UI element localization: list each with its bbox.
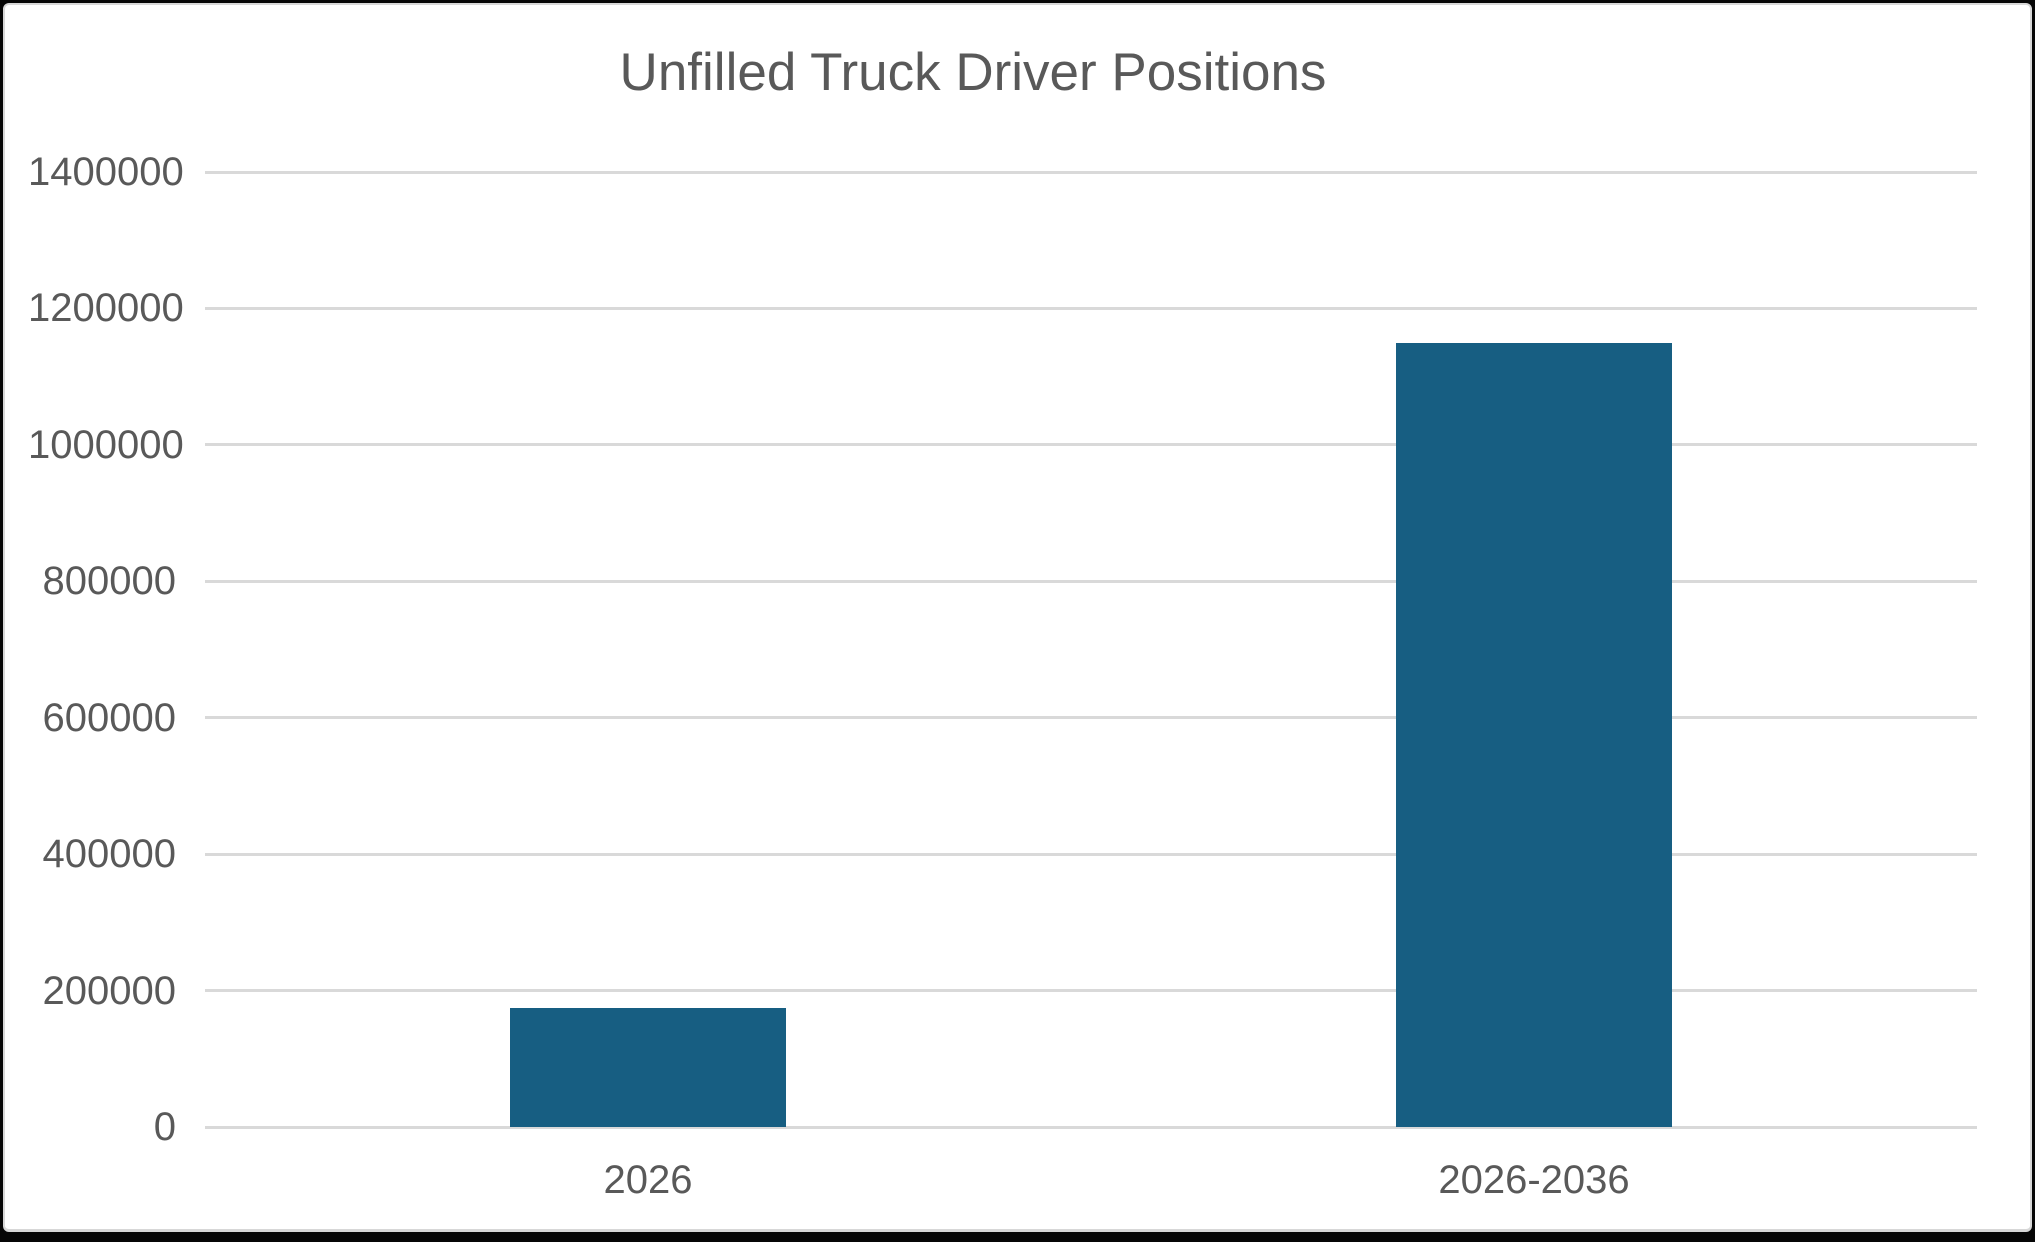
gridline (205, 579, 1977, 583)
x-axis-tick-label: 2026-2036 (1438, 1158, 1630, 1202)
y-axis-tick-label: 600000 (42, 695, 176, 740)
x-axis-tick-label: 2026 (603, 1158, 693, 1202)
y-axis-tick-label: 1200000 (28, 286, 184, 331)
y-axis-tick-label: 200000 (42, 968, 176, 1013)
gridline (205, 1125, 1977, 1129)
chart-canvas-panel (3, 3, 2032, 1232)
chart-title: Unfilled Truck Driver Positions (619, 43, 1327, 102)
bar-2026-2036 (1396, 342, 1672, 1127)
gridline (205, 306, 1977, 310)
bar-2026 (510, 1008, 786, 1127)
y-axis-tick-label: 0 (153, 1105, 176, 1149)
y-axis-tick-label: 1000000 (28, 422, 184, 467)
gridline (205, 989, 1977, 993)
gridline (205, 443, 1977, 447)
gridline (205, 170, 1977, 174)
y-axis-tick-label: 800000 (42, 559, 176, 604)
y-axis-tick-label: 1400000 (28, 150, 184, 194)
y-axis-tick-label: 400000 (42, 832, 176, 877)
gridline (205, 716, 1977, 720)
gridline (205, 852, 1977, 856)
